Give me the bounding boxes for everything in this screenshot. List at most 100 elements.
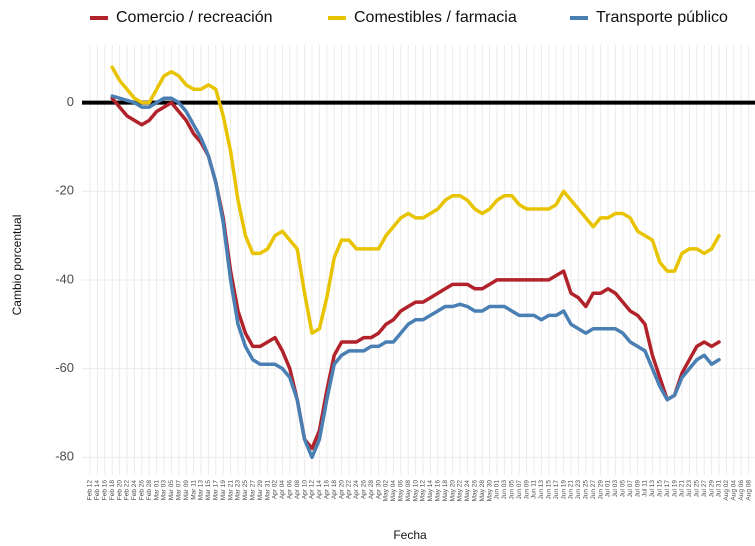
x-tick-label: May 10 (412, 480, 419, 502)
legend-label: Comercio / recreación (116, 9, 273, 26)
x-tick-label: Mar 15 (205, 480, 212, 501)
x-tick-label: Mar 11 (190, 480, 197, 500)
y-tick-label: -40 (55, 271, 74, 286)
x-tick-label: May 30 (486, 480, 493, 502)
x-tick-label: Apr 22 (346, 480, 353, 500)
x-tick-label: May 16 (435, 480, 442, 502)
x-tick-label: Feb 14 (94, 480, 101, 501)
x-tick-label: May 18 (442, 480, 449, 502)
x-tick-label: Mar 17 (213, 480, 220, 501)
x-tick-label: Jul 25 (694, 480, 701, 498)
x-tick-label: Mar 29 (257, 480, 264, 501)
x-tick-label: Mar 31 (264, 480, 271, 501)
x-tick-label: Apr 08 (294, 480, 301, 500)
x-tick-label: Feb 16 (102, 480, 109, 501)
x-tick-label: Mar 23 (235, 480, 242, 501)
x-tick-label: May 08 (405, 480, 412, 502)
x-tick-label: Apr 10 (301, 480, 308, 500)
x-tick-label: Apr 12 (309, 480, 316, 500)
x-tick-label: May 06 (398, 480, 405, 502)
legend-label: Comestibles / farmacia (354, 9, 517, 26)
y-tick-label: -60 (55, 360, 74, 375)
x-tick-label: Mar 21 (227, 480, 234, 501)
x-tick-label: Feb 18 (109, 480, 116, 501)
x-tick-label: Jul 27 (701, 480, 708, 498)
x-tick-label: Jun 29 (597, 480, 604, 500)
x-tick-label: Jul 07 (627, 480, 634, 498)
x-tick-label: Feb 24 (131, 480, 138, 501)
x-tick-label: Jun 25 (583, 480, 590, 500)
x-tick-label: Jun 07 (516, 480, 523, 500)
x-tick-label: Apr 28 (368, 480, 375, 500)
x-tick-label: Mar 03 (161, 480, 168, 501)
x-tick-label: Mar 01 (153, 480, 160, 501)
x-tick-label: Apr 20 (338, 480, 345, 500)
legend-label: Transporte público (596, 9, 728, 26)
x-tick-label: Jun 05 (509, 480, 516, 500)
x-tick-label: Jun 09 (523, 480, 530, 500)
x-tick-label: Mar 13 (198, 480, 205, 501)
x-tick-label: May 28 (479, 480, 486, 502)
x-tick-label: Mar 09 (183, 480, 190, 501)
x-tick-label: Apr 30 (375, 480, 382, 500)
x-tick-label: Apr 16 (324, 480, 331, 500)
x-tick-label: Jul 15 (657, 480, 664, 498)
x-tick-label: Apr 02 (272, 480, 279, 500)
x-axis-label: Fecha (393, 528, 427, 542)
x-tick-label: Mar 27 (250, 480, 257, 501)
x-tick-label: Jul 01 (605, 480, 612, 498)
x-tick-label: Jun 13 (538, 480, 545, 500)
x-tick-label: Aug 04 (731, 480, 738, 501)
x-tick-label: Apr 24 (353, 480, 360, 500)
x-tick-label: Apr 04 (279, 480, 286, 500)
x-tick-label: Feb 20 (116, 480, 123, 501)
x-tick-label: May 20 (449, 480, 456, 502)
x-tick-label: Aug 06 (738, 480, 745, 501)
x-tick-label: Jul 23 (686, 480, 693, 498)
x-tick-label: May 12 (420, 480, 427, 502)
series-line (110, 94, 721, 460)
x-tick-label: May 26 (472, 480, 479, 502)
x-tick-label: Jun 17 (553, 480, 560, 500)
x-tick-label: Feb 12 (87, 480, 94, 501)
x-tick-label: Jun 21 (568, 480, 575, 500)
x-tick-label: Jun 19 (560, 480, 567, 500)
x-tick-label: Aug 02 (723, 480, 730, 501)
x-tick-label: Mar 07 (176, 480, 183, 501)
y-axis-label: Cambio porcentual (10, 215, 24, 316)
x-tick-label: Jul 21 (679, 480, 686, 498)
x-tick-label: May 24 (464, 480, 471, 502)
x-tick-label: Jun 15 (546, 480, 553, 500)
series-line (110, 65, 721, 335)
x-tick-label: Jun 01 (494, 480, 501, 500)
x-tick-label: Jul 31 (716, 480, 723, 498)
x-tick-label: Jul 19 (671, 480, 678, 498)
x-tick-label: Apr 14 (316, 480, 323, 500)
x-tick-label: Jul 03 (612, 480, 619, 498)
x-tick-label: Mar 05 (168, 480, 175, 501)
x-tick-label: Jul 09 (634, 480, 641, 498)
x-tick-label: Apr 18 (331, 480, 338, 500)
x-tick-label: Feb 22 (124, 480, 131, 501)
x-tick-label: Mar 25 (242, 480, 249, 501)
x-tick-label: Mar 19 (220, 480, 227, 501)
x-tick-label: Jun 11 (531, 480, 538, 499)
x-tick-label: Jun 03 (501, 480, 508, 500)
x-tick-label: Jul 17 (664, 480, 671, 498)
x-tick-label: Aug 08 (745, 480, 752, 501)
x-tick-label: May 14 (427, 480, 434, 502)
y-tick-label: -20 (55, 183, 74, 198)
x-tick-label: Feb 28 (146, 480, 153, 501)
y-tick-label: 0 (67, 94, 74, 109)
x-tick-label: Jul 29 (708, 480, 715, 498)
x-tick-label: Apr 06 (287, 480, 294, 500)
x-tick-label: Feb 26 (139, 480, 146, 501)
x-tick-label: Jun 23 (575, 480, 582, 500)
x-tick-label: Jun 27 (590, 480, 597, 500)
y-tick-label: -80 (55, 449, 74, 464)
x-tick-label: May 22 (457, 480, 464, 502)
x-tick-label: Jul 11 (642, 480, 649, 497)
x-tick-label: May 02 (383, 480, 390, 502)
x-tick-label: Jul 13 (649, 480, 656, 498)
